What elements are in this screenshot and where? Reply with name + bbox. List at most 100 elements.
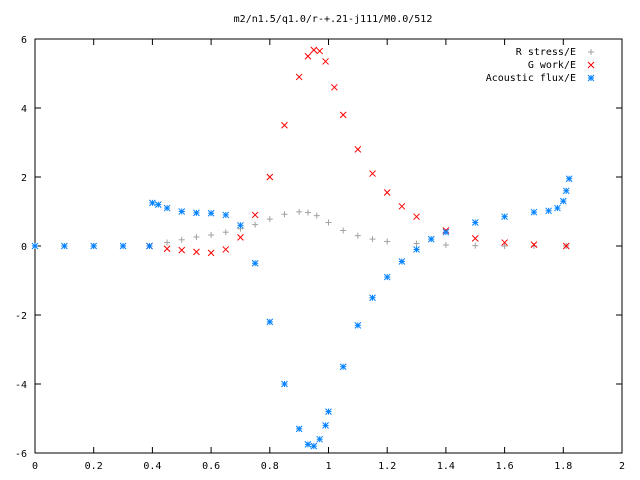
x-tick-label: 1.8 (554, 461, 572, 472)
data-point (304, 209, 311, 216)
data-point (562, 242, 570, 250)
data-point (295, 73, 303, 81)
data-point (252, 221, 259, 228)
data-point (383, 189, 391, 196)
data-point (266, 216, 273, 223)
data-point (222, 211, 230, 219)
data-point (163, 204, 171, 212)
data-point (339, 111, 347, 119)
data-point (222, 229, 229, 236)
data-point (222, 246, 230, 253)
data-point (565, 175, 573, 183)
data-point (207, 249, 215, 257)
data-point (559, 197, 567, 205)
data-point (90, 242, 98, 250)
data-point (146, 242, 153, 250)
data-point (178, 246, 186, 254)
data-point (384, 238, 391, 245)
data-point (354, 321, 362, 329)
data-point (310, 442, 318, 450)
data-point (339, 363, 347, 371)
x-tick-label: 1.6 (496, 461, 514, 472)
data-point (178, 236, 185, 243)
data-point (413, 246, 420, 253)
y-tick-label: -4 (15, 380, 27, 391)
data-point (354, 146, 362, 153)
legend-label: G work/E (528, 60, 576, 71)
y-tick-label: -6 (15, 449, 27, 460)
data-point (471, 219, 479, 226)
data-point (178, 208, 186, 215)
legend-label: R stress/E (516, 47, 576, 58)
data-point (208, 231, 215, 238)
data-point (472, 242, 479, 249)
data-point (369, 170, 376, 177)
data-point (562, 187, 570, 195)
data-point (266, 173, 274, 181)
data-point (383, 273, 391, 281)
data-point (545, 207, 552, 215)
series-r-stress-e (32, 208, 570, 249)
data-point (295, 425, 303, 433)
data-point (325, 219, 332, 226)
data-point (501, 239, 508, 246)
data-point (501, 243, 508, 249)
data-point (530, 208, 538, 216)
legend-marker (587, 74, 595, 82)
data-point (325, 408, 332, 415)
series-g-work-e (146, 46, 570, 257)
data-point (296, 208, 303, 215)
data-point (251, 259, 259, 267)
data-point (163, 245, 171, 253)
data-point (530, 243, 537, 249)
data-point (304, 441, 312, 448)
data-point (237, 221, 244, 229)
data-point (442, 228, 450, 236)
data-point (471, 235, 479, 242)
data-point (251, 211, 259, 219)
data-point (322, 58, 329, 65)
data-point (281, 380, 288, 388)
data-point (149, 199, 156, 207)
data-point (237, 234, 244, 241)
x-tick-label: 0.6 (202, 461, 220, 472)
data-point (554, 204, 561, 212)
x-tick-label: 0.2 (85, 461, 103, 472)
data-point (193, 234, 200, 241)
axis-ticks: 0 0.2 0.4 0.6 0.8 1 1.2 1.4 1.6 1.8 2 -6 -4 -2 0 2 4 6 (15, 35, 625, 472)
legend: R stress/E G work/E Acoustic flux/E (486, 47, 595, 84)
data-point (304, 52, 312, 60)
data-point (413, 240, 420, 247)
data-point (501, 213, 508, 221)
data-point (427, 235, 435, 243)
legend-marker (587, 61, 595, 69)
series-layer (31, 46, 573, 450)
data-point (398, 258, 406, 265)
series-acoustic-flux-e (31, 175, 573, 450)
chart-title: m2/n1.5/q1.0/r-+.21-j111/M0.0/512 (234, 14, 433, 25)
y-tick-label: 0 (21, 242, 27, 253)
x-tick-label: 0 (32, 461, 38, 472)
x-tick-label: 1.2 (378, 461, 396, 472)
data-point (313, 212, 320, 219)
data-point (119, 242, 127, 250)
y-tick-label: 4 (21, 104, 27, 115)
data-point (369, 294, 376, 302)
data-point (331, 83, 338, 91)
data-point (442, 241, 449, 248)
data-point (530, 241, 538, 248)
legend-marker (588, 49, 594, 55)
x-tick-label: 1.4 (437, 461, 455, 472)
data-point (354, 232, 361, 239)
x-tick-label: 2 (619, 461, 625, 472)
legend-label: Acoustic flux/E (486, 73, 576, 84)
data-point (340, 227, 347, 234)
data-point (164, 239, 171, 246)
data-point (316, 47, 324, 55)
data-point (193, 248, 200, 256)
x-tick-label: 0.4 (143, 461, 161, 472)
data-point (369, 236, 376, 243)
x-tick-label: 0.8 (261, 461, 279, 472)
x-tick-label: 1 (325, 461, 331, 472)
data-point (266, 318, 274, 326)
